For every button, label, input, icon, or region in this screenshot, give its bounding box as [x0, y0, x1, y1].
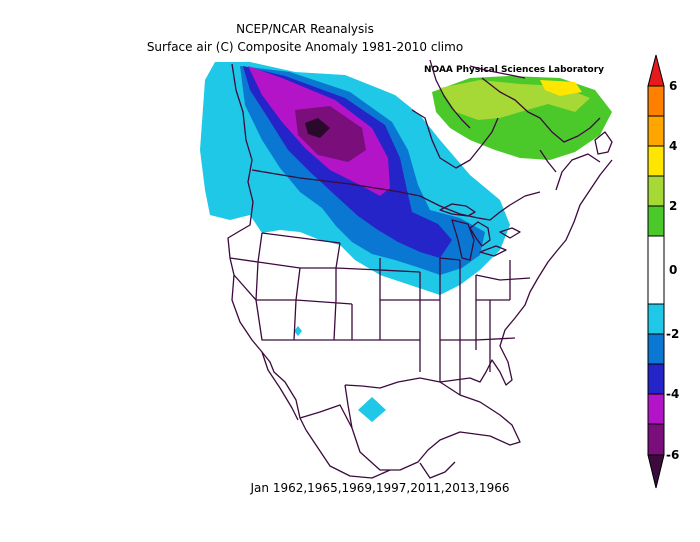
map-title: NCEP/NCAR Reanalysis	[236, 22, 374, 36]
colorbar-m4to5	[647, 393, 665, 425]
anomaly-fields	[200, 62, 612, 422]
colorbar-label-m4: -4	[666, 387, 679, 401]
pacific-coastline	[227, 63, 307, 431]
cold-spot-gulf	[358, 397, 386, 422]
composite-dates: Jan 1962,1965,1969,1997,2011,2013,1966	[250, 481, 510, 495]
colorbar-m5to6	[647, 423, 665, 456]
colorbar-m2to3	[647, 333, 665, 365]
colorbar-label-6: 6	[669, 79, 677, 93]
state-lines	[229, 232, 531, 395]
cold-spot-southwest	[294, 326, 302, 336]
colorbar-label-4: 4	[669, 139, 677, 153]
colorbar-neutral	[647, 235, 665, 305]
colorbar-c0to1	[647, 205, 665, 237]
colorbar-m3to4	[647, 363, 665, 395]
colorbar-c4to5	[647, 85, 665, 117]
gulf-coastline	[344, 377, 521, 471]
map-outlines	[227, 59, 613, 479]
colorbar-m1to2	[647, 303, 665, 335]
colorbar-c2to3	[647, 145, 665, 177]
credit-label: NOAA Physical Sciences Laboratory	[424, 65, 605, 75]
great-lakes	[439, 203, 476, 217]
us-canada-border	[251, 169, 541, 221]
colorbar-label-0: 0	[669, 263, 677, 277]
colorbar: 6 4 2 0 -2 -4 -6	[647, 54, 679, 489]
cold-anomaly-purple	[295, 106, 366, 162]
colorbar-c3to4	[647, 115, 665, 147]
hudson-bay	[411, 109, 499, 169]
colorbar-gt5	[647, 54, 665, 87]
cold-anomaly-core	[305, 118, 330, 138]
colorbar-label-m6: -6	[666, 448, 679, 462]
colorbar-label-m2: -2	[666, 327, 679, 341]
colorbar-lt6	[647, 454, 665, 489]
colorbar-label-2: 2	[669, 199, 677, 213]
warm-anomaly-yellow	[540, 80, 582, 96]
map-subtitle: Surface air (C) Composite Anomaly 1981-2…	[146, 40, 464, 54]
colorbar-c1to2	[647, 175, 665, 207]
